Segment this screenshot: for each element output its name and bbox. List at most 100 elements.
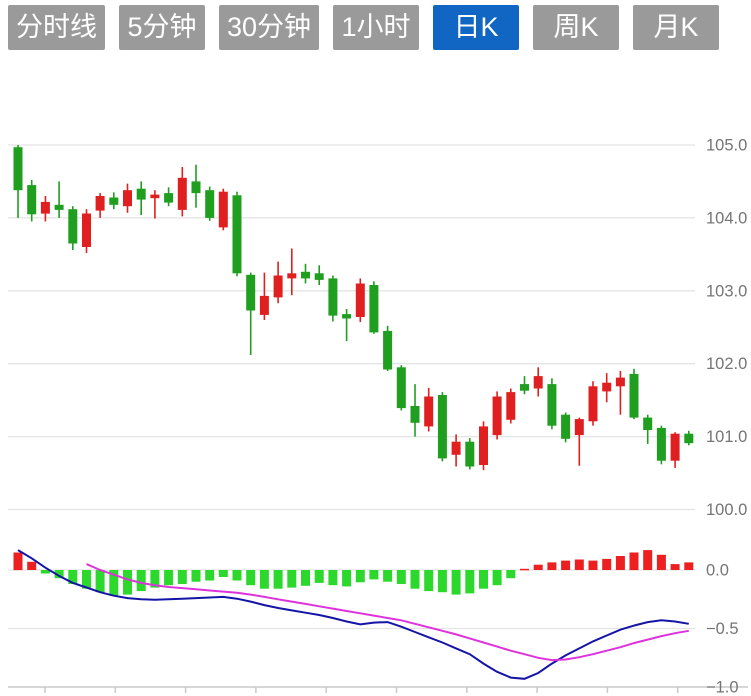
- candle: [383, 325, 393, 371]
- interval-toolbar: 分时线 5分钟 30分钟 1小时 日K 周K 月K: [8, 5, 720, 50]
- macd-histogram-bar: [574, 559, 584, 570]
- candle: [177, 166, 187, 217]
- macd-histogram-bar: [68, 570, 78, 584]
- price-axis-label: 105.0: [706, 137, 747, 155]
- candle: [27, 180, 37, 222]
- macd-histogram-bar: [684, 562, 694, 570]
- macd-histogram-bar: [40, 570, 50, 574]
- tab-weekly-k[interactable]: 周K: [533, 5, 620, 50]
- candle: [437, 392, 447, 462]
- macd-histogram-bar: [27, 561, 37, 570]
- macd-histogram-bar: [314, 570, 324, 583]
- candle: [109, 192, 119, 210]
- macd-histogram-bar: [95, 570, 105, 593]
- candle: [314, 265, 324, 285]
- candle: [479, 421, 488, 471]
- macd-histogram-bar: [602, 558, 612, 570]
- candle: [232, 191, 242, 277]
- macd-histogram-bar: [588, 560, 598, 570]
- macd-histogram-bar: [396, 570, 406, 584]
- candle: [123, 183, 132, 213]
- candle: [369, 281, 379, 334]
- candle: [684, 430, 694, 446]
- macd-histogram-bar: [479, 570, 488, 589]
- tab-monthly-k[interactable]: 月K: [633, 5, 720, 50]
- tab-30min[interactable]: 30分钟: [219, 5, 320, 50]
- candle: [246, 272, 256, 355]
- candle: [205, 186, 215, 221]
- candle: [533, 367, 543, 397]
- macd-histogram-bar: [136, 570, 146, 592]
- tab-minute-line[interactable]: 分时线: [8, 5, 105, 50]
- candle: [506, 388, 516, 424]
- macd-histogram-bar: [13, 552, 23, 571]
- tab-1hour[interactable]: 1小时: [333, 5, 420, 50]
- candle: [424, 387, 434, 432]
- macd-histogram-bar: [246, 570, 256, 586]
- candle: [670, 432, 680, 468]
- candle: [95, 193, 105, 218]
- candle: [547, 378, 557, 430]
- macd-histogram-bar: [437, 570, 447, 593]
- macd-histogram-bar: [492, 570, 502, 586]
- candle: [396, 365, 406, 411]
- candle: [82, 209, 91, 253]
- macd-histogram-bar: [410, 570, 420, 589]
- macd-histogram-bar: [451, 570, 461, 595]
- macd-histogram-bar: [205, 570, 215, 581]
- macd-histogram-bar: [383, 570, 393, 582]
- candle: [328, 275, 338, 322]
- macd-histogram-bar: [520, 568, 529, 571]
- candle: [492, 391, 502, 440]
- dea-line: [86, 563, 689, 662]
- macd-histogram-bar: [643, 550, 653, 570]
- candle: [656, 425, 666, 465]
- price-axis-label: 100.0: [706, 501, 747, 519]
- macd-histogram-bar: [465, 570, 475, 594]
- tab-daily-k[interactable]: 日K: [433, 5, 520, 50]
- macd-histogram-bar: [273, 570, 283, 589]
- macd-histogram-bar: [287, 570, 297, 588]
- macd-histogram-bar: [164, 570, 174, 586]
- macd-histogram-bar: [259, 570, 269, 589]
- candle: [13, 145, 23, 218]
- candle: [465, 438, 475, 470]
- macd-histogram-bar: [561, 560, 571, 570]
- candle: [287, 248, 297, 296]
- macd-histogram-bar: [629, 552, 639, 571]
- price-axis-label: 103.0: [706, 282, 747, 300]
- candle: [342, 309, 352, 342]
- dif-line: [17, 549, 689, 680]
- candle: [68, 206, 78, 250]
- macd-histogram-bar: [150, 570, 160, 588]
- candle: [164, 187, 174, 207]
- candle: [54, 181, 64, 218]
- candle: [136, 181, 146, 215]
- macd-histogram-bar: [670, 564, 680, 570]
- candle: [259, 272, 269, 320]
- candle: [602, 373, 612, 403]
- price-axis-label: 104.0: [706, 209, 747, 227]
- candle: [629, 368, 639, 420]
- macd-histogram-bar: [656, 554, 666, 570]
- candle: [218, 188, 228, 231]
- candle: [520, 376, 529, 395]
- macd-histogram-bar: [109, 570, 119, 596]
- price-axis-label: 101.0: [706, 428, 747, 446]
- macd-histogram-bar: [191, 570, 201, 582]
- macd-histogram-bar: [123, 570, 132, 595]
- candle: [451, 434, 461, 467]
- macd-histogram-bar: [355, 570, 365, 583]
- macd-histogram-bar: [232, 570, 242, 581]
- macd-histogram-bar: [369, 570, 379, 580]
- candle: [301, 263, 310, 284]
- macd-histogram-bar: [533, 564, 543, 570]
- macd-axis-label: −1.0: [706, 679, 739, 696]
- candle: [643, 414, 653, 444]
- macd-histogram-bar: [547, 562, 557, 570]
- macd-histogram-bar: [301, 570, 310, 586]
- macd-histogram-bar: [218, 570, 228, 577]
- macd-histogram-bar: [54, 570, 64, 579]
- tab-5min[interactable]: 5分钟: [119, 5, 205, 50]
